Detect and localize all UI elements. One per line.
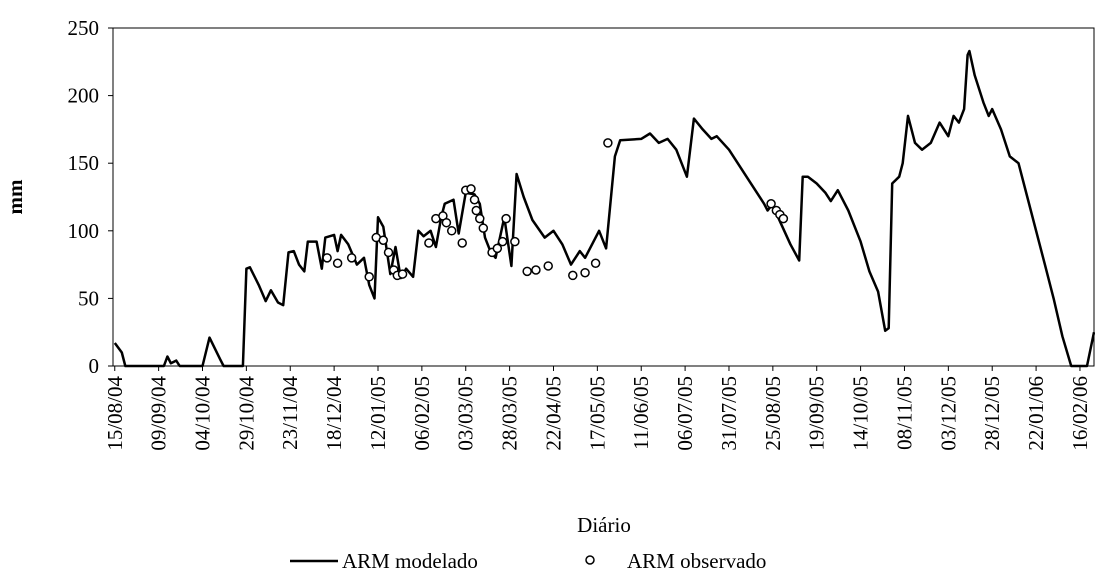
y-tick-label: 100 — [68, 219, 100, 243]
scatter-point — [497, 236, 508, 247]
y-tick-label: 150 — [68, 151, 100, 175]
x-tick-label: 18/12/04 — [322, 376, 346, 451]
scatter-point — [478, 223, 489, 233]
scatter-point — [590, 258, 601, 268]
x-axis-label: Diário — [577, 513, 631, 537]
x-tick-label: 04/10/04 — [191, 376, 215, 451]
scatter-point — [475, 213, 485, 224]
legend-label: ARM observado — [627, 549, 766, 573]
x-tick-label: 28/12/05 — [980, 376, 1004, 451]
y-tick-label: 250 — [68, 16, 100, 40]
scatter-point — [766, 199, 776, 209]
x-tick-label: 14/10/05 — [849, 376, 873, 451]
plot-frame — [112, 27, 1095, 367]
scatter-point — [603, 138, 613, 148]
x-tick-label: 17/05/05 — [585, 376, 609, 451]
x-tick-label: 15/08/04 — [103, 376, 127, 451]
scatter-point — [383, 247, 394, 258]
scatter-point — [531, 265, 541, 275]
scatter-point — [522, 266, 532, 277]
scatter-point — [424, 238, 434, 248]
scatter-point — [364, 272, 374, 282]
scatter-point — [322, 253, 332, 263]
scatter-point — [378, 235, 389, 246]
x-tick-label: 28/03/05 — [498, 376, 522, 451]
y-tick-label: 50 — [78, 286, 99, 310]
x-tick-label: 22/04/05 — [541, 376, 565, 451]
x-tick-label: 22/01/06 — [1024, 376, 1048, 451]
scatter-point — [469, 194, 480, 205]
line-series — [113, 49, 1095, 368]
scatter-point — [778, 213, 789, 224]
x-tick-label: 03/12/05 — [936, 376, 960, 451]
y-tick-label: 0 — [89, 354, 100, 378]
scatter-point — [580, 267, 590, 278]
x-tick-label: 06/07/05 — [673, 376, 697, 451]
x-tick-label: 06/02/05 — [410, 376, 434, 451]
y-tick-label: 200 — [68, 84, 100, 108]
scatter-point — [471, 205, 482, 216]
x-tick-label: 08/11/05 — [892, 376, 916, 450]
scatter-point — [346, 253, 357, 263]
x-tick-label: 19/09/05 — [805, 376, 829, 451]
scatter-point — [332, 258, 343, 268]
x-tick-label: 09/09/04 — [147, 376, 171, 451]
scatter-point — [457, 238, 467, 248]
x-tick-label: 29/10/04 — [234, 376, 258, 451]
x-tick-label: 23/11/04 — [278, 376, 302, 450]
x-tick-label: 12/01/05 — [366, 376, 390, 451]
scatter-point — [492, 243, 503, 254]
scatter-point — [568, 270, 578, 281]
scatter-point — [441, 217, 452, 228]
scatter-point — [466, 184, 476, 194]
x-tick-label: 25/08/05 — [761, 376, 785, 451]
legend-label: ARM modelado — [342, 549, 478, 573]
x-tick-label: 16/02/06 — [1068, 376, 1092, 451]
scatter-point — [543, 261, 553, 271]
scatter-point — [446, 226, 457, 236]
scatter-point — [397, 269, 408, 279]
scatter-point — [501, 213, 511, 224]
x-tick-label: 11/06/05 — [629, 376, 653, 450]
scatter-point — [510, 236, 520, 247]
x-tick-label: 31/07/05 — [717, 376, 741, 451]
legend-marker — [585, 555, 595, 565]
x-tick-label: 03/03/05 — [454, 376, 478, 451]
y-axis-label: mm — [3, 179, 27, 214]
